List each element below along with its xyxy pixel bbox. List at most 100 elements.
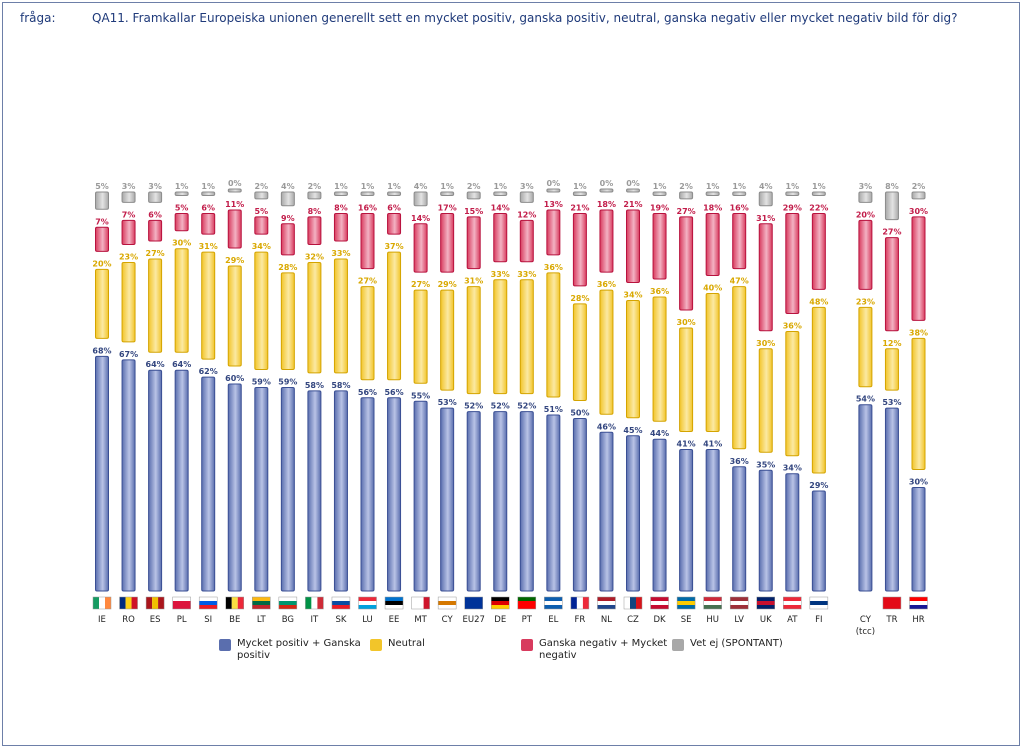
bar-positive-ee <box>387 397 402 592</box>
flag-icon-nl <box>597 596 616 610</box>
label-neutral-el: 36% <box>544 263 563 272</box>
bar-neutral-cy <box>440 289 455 391</box>
label-positive-pt: 52% <box>517 402 536 411</box>
label-neutral-es: 27% <box>146 249 165 258</box>
flag-icon-mt <box>411 596 430 610</box>
label-negative-es: 6% <box>148 210 162 219</box>
flag-icon-ie <box>92 596 112 610</box>
bar-dontknow-nl <box>599 188 614 193</box>
label-neutral-ro: 23% <box>119 253 138 262</box>
flag-icon-sk <box>331 596 351 610</box>
label-neutral-cy: 29% <box>438 280 457 289</box>
bar-dontknow-bg <box>280 191 295 207</box>
label-neutral-de: 33% <box>491 270 510 279</box>
category-label-dk: DK <box>653 615 666 625</box>
bar-dontknow-pt <box>519 191 534 203</box>
flag-icon-se <box>676 596 696 610</box>
flag-icon-pt <box>517 596 537 610</box>
category-label-lu: LU <box>362 615 373 625</box>
label-neutral-pt: 33% <box>517 270 536 279</box>
flag-icon-bg <box>278 596 298 610</box>
bar-dontknow-fi <box>811 191 826 196</box>
label-negative-el: 13% <box>544 200 563 209</box>
bar-positive-si <box>201 376 216 592</box>
flag-icon-it <box>305 596 324 610</box>
bar-positive-nl <box>599 431 614 592</box>
label-neutral-lv: 47% <box>730 277 749 286</box>
bar-dontknow-cy-tcc <box>858 191 873 203</box>
bar-dontknow-lv <box>732 191 747 196</box>
category-label-fr: FR <box>575 615 586 625</box>
category-label-it: IT <box>311 615 320 625</box>
bar-neutral-pl <box>174 248 189 353</box>
label-neutral-fr: 28% <box>570 294 589 303</box>
category-label-pt: PT <box>522 615 533 625</box>
label-positive-be: 60% <box>225 374 244 383</box>
bar-neutral-tr <box>884 348 899 391</box>
label-dontknow-tr: 8% <box>885 182 899 191</box>
bar-positive-lt <box>254 386 269 592</box>
bar-dontknow-tr <box>884 191 899 221</box>
label-positive-de: 52% <box>491 402 510 411</box>
bar-neutral-de <box>493 279 508 395</box>
label-dontknow-uk: 4% <box>759 182 773 191</box>
category-label-pl: PL <box>177 615 187 625</box>
bar-negative-el <box>546 209 561 256</box>
label-neutral-hu: 40% <box>703 284 722 293</box>
category-label-mt: MT <box>414 615 427 625</box>
label-neutral-tr: 12% <box>882 339 901 348</box>
label-positive-cy-tcc: 54% <box>856 395 875 404</box>
bar-dontknow-mt <box>413 191 428 207</box>
label-positive-ro: 67% <box>119 350 138 359</box>
label-neutral-hr: 38% <box>909 328 928 337</box>
bar-positive-eu27 <box>466 411 481 592</box>
label-dontknow-fr: 1% <box>573 182 587 191</box>
label-positive-fi: 29% <box>809 481 828 490</box>
label-positive-cz: 45% <box>623 426 642 435</box>
label-neutral-ie: 20% <box>92 259 111 268</box>
label-negative-lu: 16% <box>358 203 377 212</box>
label-positive-lt: 59% <box>252 377 271 386</box>
bar-positive-sk <box>333 390 348 592</box>
flag-icon-lt <box>252 596 271 610</box>
label-positive-eu27: 52% <box>464 402 483 411</box>
label-dontknow-pt: 3% <box>520 182 534 191</box>
bar-neutral-bg <box>280 272 295 370</box>
bar-positive-mt <box>413 400 428 592</box>
bar-neutral-ee <box>387 251 402 381</box>
label-dontknow-sk: 1% <box>334 182 348 191</box>
bar-positive-ro <box>121 359 136 592</box>
legend-positive-swatch <box>219 639 231 651</box>
legend-dontknow-label: Vet ej (SPONTANT) <box>690 638 783 649</box>
bar-negative-lt <box>254 216 269 235</box>
label-dontknow-fi: 1% <box>812 182 826 191</box>
bar-negative-lu <box>360 212 375 270</box>
bar-negative-at <box>785 212 800 314</box>
bar-neutral-lt <box>254 251 269 370</box>
flag-icon-hu <box>703 596 722 610</box>
bar-neutral-es <box>148 258 163 353</box>
category-label-cz: CZ <box>627 615 639 625</box>
bar-positive-be <box>227 383 242 592</box>
label-neutral-cy-tcc: 23% <box>856 297 875 306</box>
label-neutral-lt: 34% <box>252 242 271 251</box>
bar-negative-se <box>679 216 694 311</box>
label-negative-si: 6% <box>201 203 215 212</box>
label-negative-uk: 31% <box>756 214 775 223</box>
label-dontknow-lu: 1% <box>361 182 375 191</box>
bar-negative-pl <box>174 212 189 232</box>
label-negative-cz: 21% <box>623 200 642 209</box>
label-positive-ee: 56% <box>384 388 403 397</box>
label-negative-lt: 5% <box>255 207 269 216</box>
label-negative-sk: 8% <box>334 203 348 212</box>
flag-icon-fr <box>570 596 590 610</box>
label-positive-bg: 59% <box>278 377 297 386</box>
flag-icon-ro <box>119 596 138 610</box>
label-dontknow-mt: 4% <box>414 182 428 191</box>
flag-icon-be <box>225 596 244 610</box>
bar-positive-at <box>785 473 800 592</box>
bar-positive-pt <box>519 411 534 592</box>
category-label-eu27: EU27 <box>462 615 484 625</box>
bar-neutral-fi <box>811 306 826 474</box>
